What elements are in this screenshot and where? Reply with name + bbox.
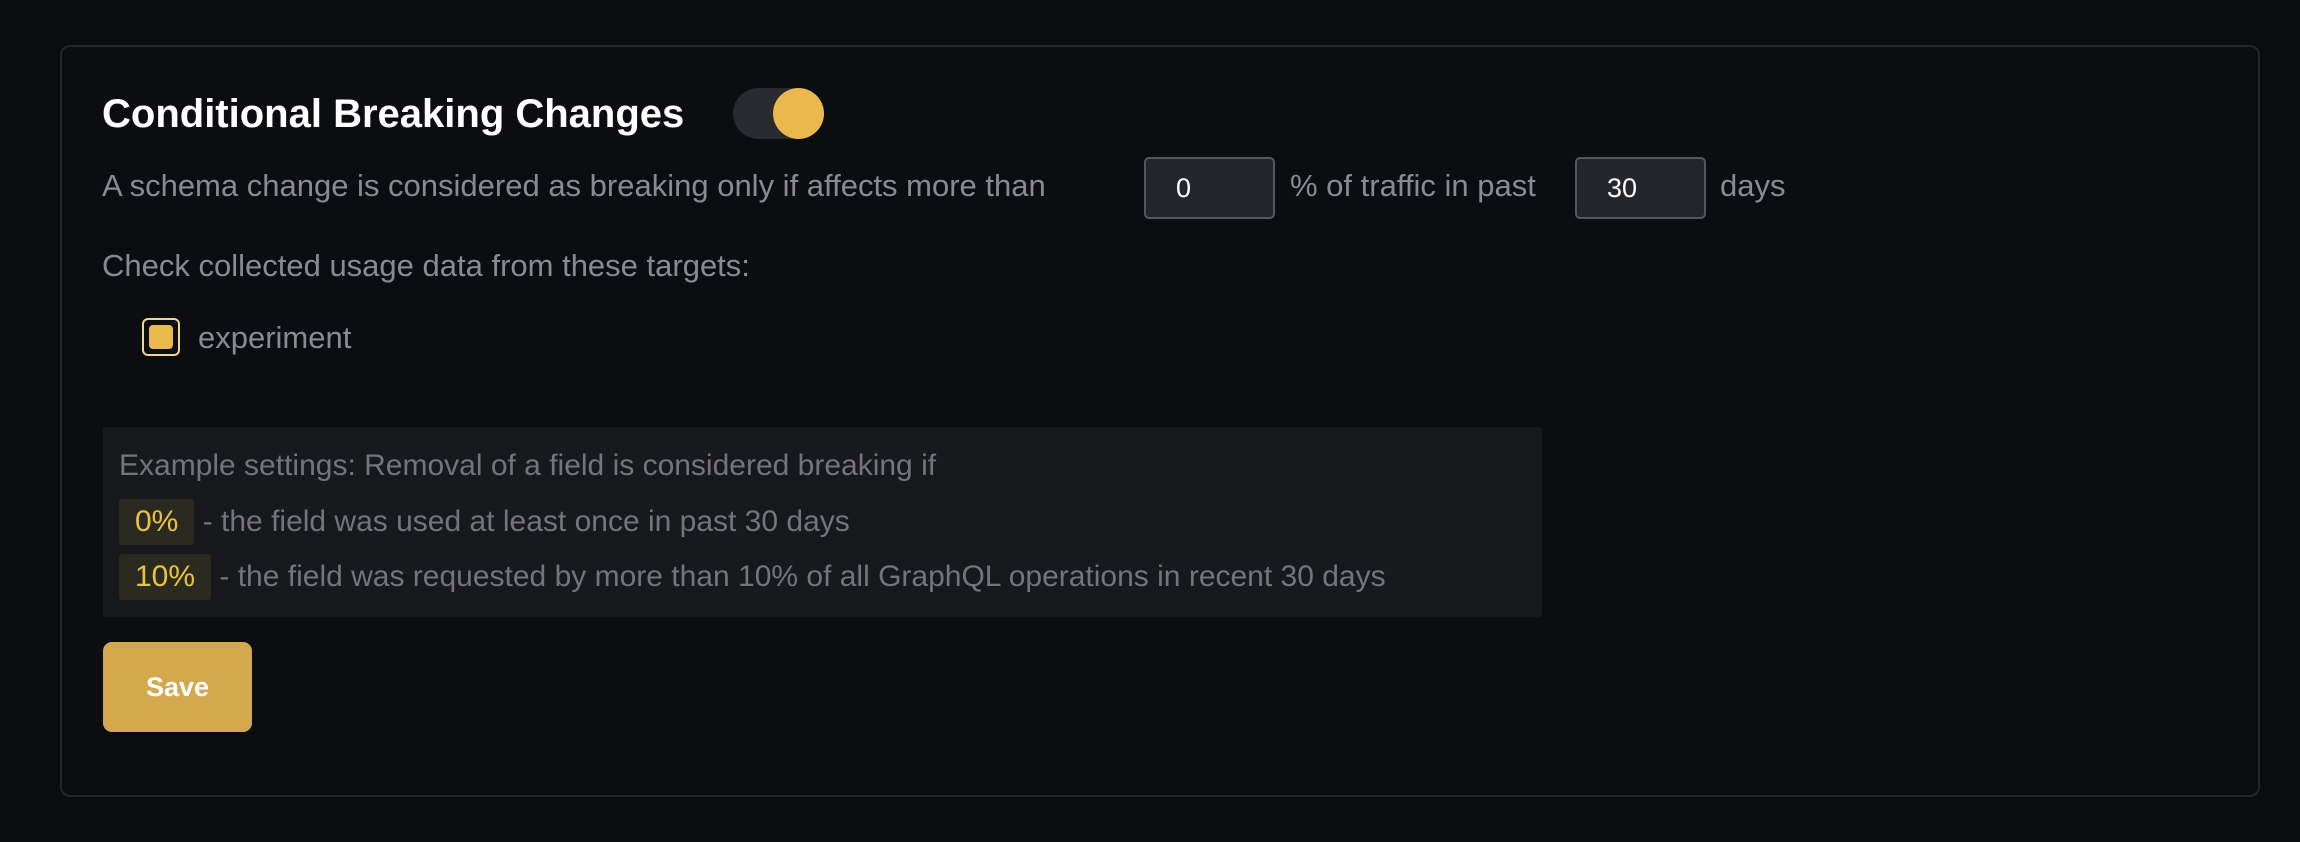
toggle-knob <box>773 88 824 139</box>
save-button[interactable]: Save <box>103 642 252 732</box>
checkbox-checked-fill <box>149 325 173 349</box>
example-text: - the field was requested by more than 1… <box>219 560 1386 593</box>
example-text: - the field was used at least once in pa… <box>202 505 850 538</box>
example-settings-box: Example settings: Removal of a field is … <box>103 427 1542 617</box>
example-badge: 10% <box>119 554 212 600</box>
targets-label: Check collected usage data from these ta… <box>102 248 750 283</box>
target-checkbox-experiment[interactable] <box>142 318 180 356</box>
description-prefix: A schema change is considered as breakin… <box>102 168 1046 203</box>
description-middle: % of traffic in past <box>1290 168 1536 203</box>
example-heading: Example settings: Removal of a field is … <box>119 449 937 482</box>
example-badge: 0% <box>119 499 195 545</box>
percentage-input[interactable] <box>1144 157 1275 219</box>
target-label-experiment: experiment <box>198 320 352 355</box>
example-row: 10% - the field was requested by more th… <box>119 554 1386 600</box>
description-suffix: days <box>1720 168 1786 203</box>
enable-toggle[interactable] <box>733 88 824 139</box>
section-title: Conditional Breaking Changes <box>102 92 685 136</box>
example-row: 0% - the field was used at least once in… <box>119 499 850 545</box>
days-input[interactable] <box>1575 157 1706 219</box>
